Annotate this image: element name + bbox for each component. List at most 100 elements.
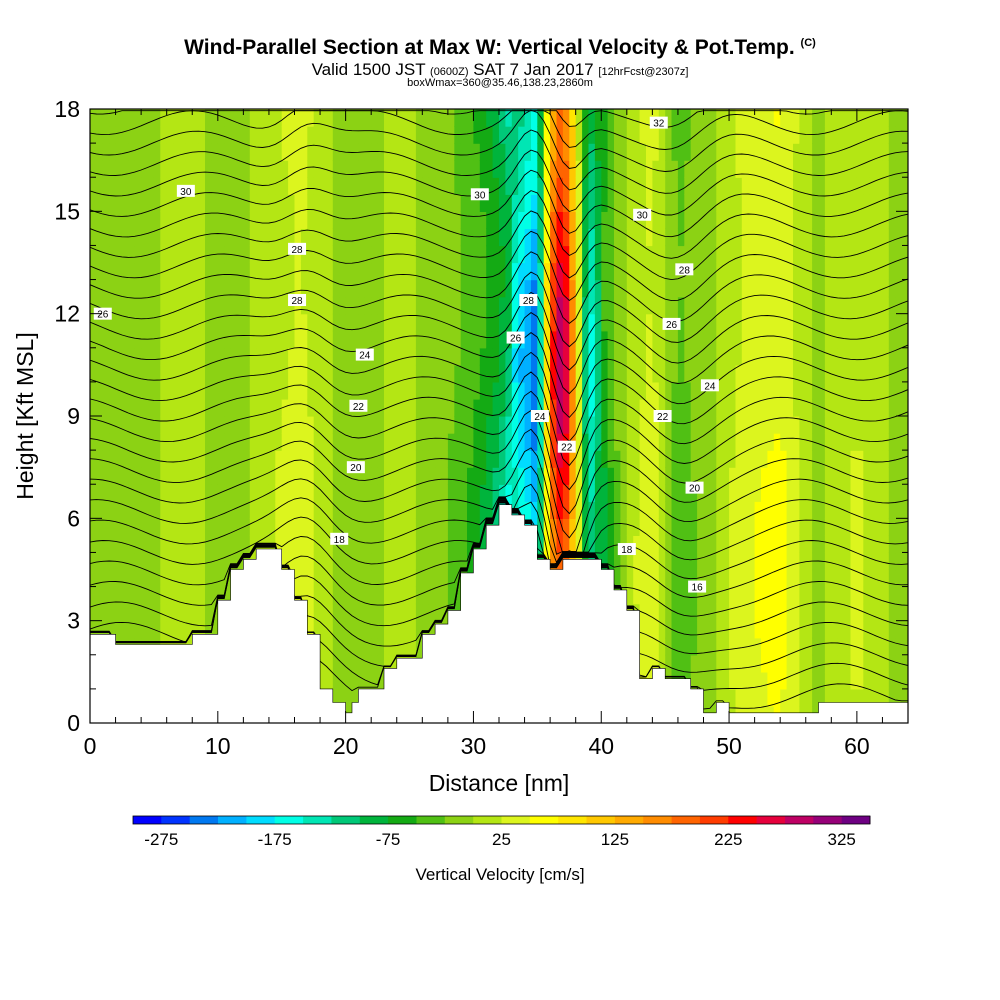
y-tick-label: 12 bbox=[54, 301, 80, 327]
field-cell bbox=[665, 569, 673, 588]
field-cell bbox=[537, 330, 545, 349]
field-cell bbox=[134, 245, 142, 264]
field-cell bbox=[96, 398, 104, 417]
field-cell bbox=[620, 381, 628, 400]
field-cell bbox=[320, 330, 328, 349]
field-cell bbox=[614, 330, 621, 349]
field-cell bbox=[831, 586, 839, 605]
field-cell bbox=[230, 160, 238, 178]
field-cell bbox=[288, 279, 296, 298]
field-cell bbox=[198, 535, 206, 554]
field-cell bbox=[793, 143, 800, 161]
field-cell bbox=[818, 109, 826, 127]
field-cell bbox=[652, 484, 660, 502]
field-cell bbox=[505, 433, 513, 451]
field-cell bbox=[454, 484, 462, 502]
field-cell bbox=[160, 398, 168, 417]
field-cell bbox=[396, 109, 404, 127]
field-cell bbox=[435, 109, 443, 127]
field-cell bbox=[109, 364, 117, 383]
field-cell bbox=[856, 126, 864, 144]
field-cell bbox=[185, 160, 193, 178]
field-cell bbox=[192, 177, 200, 195]
field-cell bbox=[882, 194, 890, 212]
field-cell bbox=[192, 194, 200, 212]
field-cell bbox=[326, 279, 334, 298]
field-cell bbox=[243, 262, 251, 281]
field-cell bbox=[569, 143, 577, 161]
field-cell bbox=[793, 262, 800, 281]
field-cell bbox=[275, 501, 283, 519]
field-cell bbox=[428, 228, 436, 247]
field-cell bbox=[192, 535, 200, 554]
field-cell bbox=[345, 688, 353, 707]
field-cell bbox=[294, 433, 302, 451]
field-cell bbox=[256, 109, 264, 127]
field-cell bbox=[320, 262, 328, 281]
field-cell bbox=[460, 279, 468, 298]
field-cell bbox=[652, 416, 660, 434]
field-cell bbox=[320, 347, 328, 366]
field-cell bbox=[447, 194, 455, 212]
field-cell bbox=[230, 398, 238, 417]
field-cell bbox=[460, 433, 468, 451]
field-cell bbox=[211, 228, 219, 247]
colorbar-tick-label: -275 bbox=[144, 830, 178, 849]
field-cell bbox=[626, 586, 634, 605]
field-cell bbox=[217, 364, 225, 383]
field-cell bbox=[805, 211, 813, 229]
field-cell bbox=[531, 450, 538, 468]
field-cell bbox=[134, 126, 142, 144]
field-cell bbox=[780, 620, 788, 639]
field-cell bbox=[882, 416, 890, 434]
field-cell bbox=[153, 381, 161, 400]
field-cell bbox=[575, 330, 583, 349]
field-cell bbox=[339, 552, 347, 571]
field-cell bbox=[677, 654, 685, 673]
field-cell bbox=[173, 347, 181, 366]
field-cell bbox=[844, 126, 852, 144]
field-cell bbox=[115, 330, 123, 349]
field-cell bbox=[639, 518, 647, 536]
field-cell bbox=[179, 569, 187, 588]
field-cell bbox=[741, 279, 749, 298]
field-cell bbox=[486, 416, 494, 434]
field-cell bbox=[256, 450, 264, 468]
field-cell bbox=[869, 296, 877, 315]
field-cell bbox=[543, 433, 551, 451]
field-cell bbox=[901, 364, 908, 383]
field-cell bbox=[531, 109, 538, 127]
field-cell bbox=[786, 126, 794, 144]
field-cell bbox=[384, 381, 391, 400]
field-cell bbox=[767, 654, 775, 673]
field-cell bbox=[856, 467, 864, 485]
theta-label-text: 32 bbox=[653, 119, 665, 130]
field-cell bbox=[294, 484, 302, 502]
field-cell bbox=[403, 467, 411, 485]
field-cell bbox=[671, 211, 679, 229]
field-cell bbox=[665, 586, 673, 605]
field-cell bbox=[473, 450, 481, 468]
field-cell bbox=[575, 313, 583, 332]
field-cell bbox=[786, 518, 794, 536]
field-cell bbox=[275, 126, 283, 144]
field-cell bbox=[614, 416, 621, 434]
field-cell bbox=[262, 228, 270, 247]
theta-contour bbox=[90, 109, 908, 172]
field-cell bbox=[307, 143, 315, 161]
field-cell bbox=[198, 330, 206, 349]
field-cell bbox=[409, 603, 417, 622]
field-cell bbox=[396, 160, 404, 178]
field-cell bbox=[479, 228, 487, 247]
field-cell bbox=[856, 279, 864, 298]
field-cell bbox=[435, 211, 443, 229]
field-cell bbox=[237, 262, 244, 281]
field-cell bbox=[396, 552, 404, 571]
field-cell bbox=[192, 364, 200, 383]
field-cell bbox=[358, 586, 366, 605]
field-cell bbox=[582, 211, 590, 229]
field-cell bbox=[160, 518, 168, 536]
field-cell bbox=[377, 603, 385, 622]
field-cell bbox=[422, 279, 430, 298]
field-cell bbox=[773, 654, 781, 673]
